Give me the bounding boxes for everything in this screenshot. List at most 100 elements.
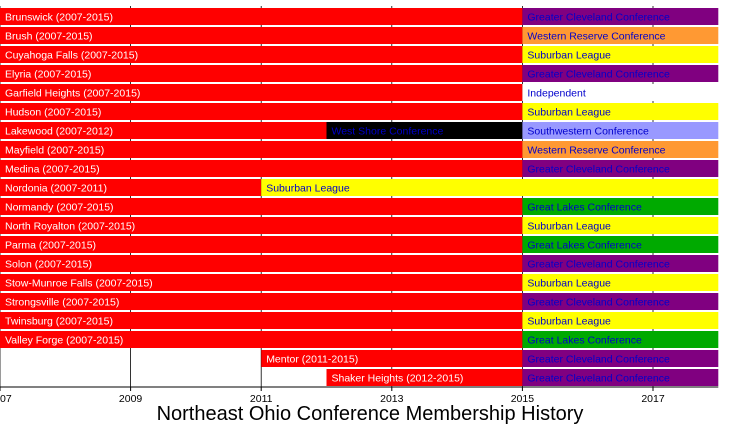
segment-label: Great Lakes Conference bbox=[527, 202, 642, 214]
segment-bar bbox=[522, 236, 719, 253]
segment-bar bbox=[0, 331, 523, 348]
x-tick-label: 07 bbox=[0, 393, 12, 405]
segment-label: Great Lakes Conference bbox=[527, 240, 642, 252]
gridlines bbox=[0, 6, 654, 387]
timeline-row: West Shore Conference Southwestern Confer… bbox=[0, 122, 719, 139]
segment-label: Suburban League bbox=[527, 316, 611, 328]
school-label: Medina (2007-2015) bbox=[5, 164, 100, 176]
chart-title: Northeast Ohio Conference Membership His… bbox=[156, 403, 584, 425]
segment-label: Great Lakes Conference bbox=[527, 335, 642, 347]
segment-bar bbox=[522, 103, 719, 120]
segment-label: Greater Cleveland Conference bbox=[527, 12, 670, 24]
x-tick-label: 2011 bbox=[250, 393, 273, 405]
segment-label: Suburban League bbox=[527, 107, 611, 119]
timeline-row: Mentor (2011-2015) Greater Cleveland Conf… bbox=[261, 350, 719, 367]
segment-bar bbox=[0, 141, 523, 158]
segment-bar bbox=[522, 27, 719, 44]
segment-bar bbox=[0, 103, 523, 120]
x-tick-label: 2017 bbox=[641, 393, 665, 405]
segment-label: Greater Cleveland Conference bbox=[527, 69, 670, 81]
school-label: Hudson (2007-2015) bbox=[5, 107, 101, 119]
segment-bar bbox=[0, 65, 523, 82]
school-label: Lakewood (2007-2012) bbox=[5, 126, 113, 138]
segment-bar bbox=[522, 65, 719, 82]
timeline-row: Western Reserve Conference Brush (2007-20… bbox=[0, 27, 719, 44]
segment-bar bbox=[0, 274, 523, 291]
segment-label: Greater Cleveland Conference bbox=[527, 259, 670, 271]
segment-bar bbox=[0, 179, 262, 196]
timeline-row: Suburban League Twinsburg (2007-2015) bbox=[0, 312, 719, 329]
school-label: Cuyahoga Falls (2007-2015) bbox=[5, 50, 138, 62]
segment-bar bbox=[522, 255, 719, 272]
segment-bar bbox=[522, 160, 719, 177]
segment-bar bbox=[0, 27, 523, 44]
timeline-row: Suburban League Stow-Munroe Falls (2007-2… bbox=[0, 274, 719, 291]
timeline-row: Suburban League Nordonia (2007-2011) bbox=[0, 179, 719, 196]
segment-label: Western Reserve Conference bbox=[527, 145, 665, 157]
school-label: Twinsburg (2007-2015) bbox=[5, 316, 113, 328]
school-label: Strongsville (2007-2015) bbox=[5, 297, 119, 309]
school-label: Parma (2007-2015) bbox=[5, 240, 96, 252]
school-label: Nordonia (2007-2011) bbox=[5, 183, 107, 195]
timeline-row: Greater Cleveland Conference Strongsville… bbox=[0, 293, 719, 310]
segment-label: Mentor (2011-2015) bbox=[266, 354, 358, 366]
segment-bar bbox=[522, 274, 719, 291]
timeline-row: Western Reserve Conference Mayfield (2007… bbox=[0, 141, 719, 158]
segment-bar bbox=[522, 198, 719, 215]
segment-bar bbox=[522, 46, 719, 63]
school-label: Brush (2007-2015) bbox=[5, 31, 93, 43]
timeline-row: Great Lakes Conference Valley Forge (2007… bbox=[0, 331, 719, 348]
segment-label: Suburban League bbox=[527, 221, 611, 233]
x-axis: 07 2009 2011 2013 2015 2017 bbox=[0, 386, 719, 405]
segment-bar bbox=[522, 293, 719, 310]
segment-label: Shaker Heights (2012-2015) bbox=[332, 373, 464, 385]
segment-label: Greater Cleveland Conference bbox=[527, 297, 670, 309]
school-label: Valley Forge (2007-2015) bbox=[5, 335, 123, 347]
segment-label: West Shore Conference bbox=[332, 126, 444, 138]
segment-bar bbox=[522, 141, 719, 158]
bars: Greater Cleveland Conference Brunswick (2… bbox=[0, 8, 719, 386]
segment-bar bbox=[326, 122, 523, 139]
timeline-row: Greater Cleveland Conference Brunswick (2… bbox=[0, 8, 719, 25]
segment-bar bbox=[0, 293, 523, 310]
school-label: Mayfield (2007-2015) bbox=[5, 145, 104, 157]
school-label: Solon (2007-2015) bbox=[5, 259, 92, 271]
timeline-row: Suburban League Hudson (2007-2015) bbox=[0, 103, 719, 120]
segment-label: Suburban League bbox=[266, 183, 350, 195]
segment-bar bbox=[522, 8, 719, 25]
segment-bar bbox=[0, 198, 523, 215]
timeline-row: Greater Cleveland Conference Medina (2007… bbox=[0, 160, 719, 177]
school-label: Stow-Munroe Falls (2007-2015) bbox=[5, 278, 153, 290]
school-label: Elyria (2007-2015) bbox=[5, 69, 91, 81]
timeline-row: Independent Garfield Heights (2007-2015) bbox=[0, 84, 719, 101]
segment-bar bbox=[0, 122, 327, 139]
segment-bar bbox=[0, 8, 523, 25]
timeline-row: Great Lakes Conference Parma (2007-2015) bbox=[0, 236, 719, 253]
segment-label: Greater Cleveland Conference bbox=[527, 164, 670, 176]
segment-bar bbox=[0, 236, 523, 253]
timeline-row: Suburban League Cuyahoga Falls (2007-2015… bbox=[0, 46, 719, 63]
segment-label: Southwestern Conference bbox=[527, 126, 649, 138]
segment-bar bbox=[0, 255, 523, 272]
segment-bar bbox=[0, 160, 523, 177]
segment-bar bbox=[0, 46, 523, 63]
segment-bar bbox=[326, 369, 523, 386]
segment-bar bbox=[261, 350, 523, 367]
segment-bar bbox=[522, 331, 719, 348]
segment-bar bbox=[522, 84, 719, 101]
segment-bar bbox=[0, 312, 523, 329]
segment-label: Suburban League bbox=[527, 50, 611, 62]
segment-label: Suburban League bbox=[527, 278, 611, 290]
x-tick-label: 2015 bbox=[511, 393, 535, 405]
x-tick-label: 2009 bbox=[119, 393, 143, 405]
segment-label: Independent bbox=[527, 88, 585, 100]
segment-bar bbox=[522, 369, 719, 386]
segment-label: Western Reserve Conference bbox=[527, 31, 665, 43]
timeline-row: Great Lakes Conference Normandy (2007-201… bbox=[0, 198, 719, 215]
segment-bar bbox=[522, 122, 719, 139]
school-label: Garfield Heights (2007-2015) bbox=[5, 88, 140, 100]
timeline-row: Greater Cleveland Conference Solon (2007-… bbox=[0, 255, 719, 272]
timeline-row: Greater Cleveland Conference Elyria (2007… bbox=[0, 65, 719, 82]
segment-label: Greater Cleveland Conference bbox=[527, 354, 670, 366]
school-label: Brunswick (2007-2015) bbox=[5, 12, 113, 24]
